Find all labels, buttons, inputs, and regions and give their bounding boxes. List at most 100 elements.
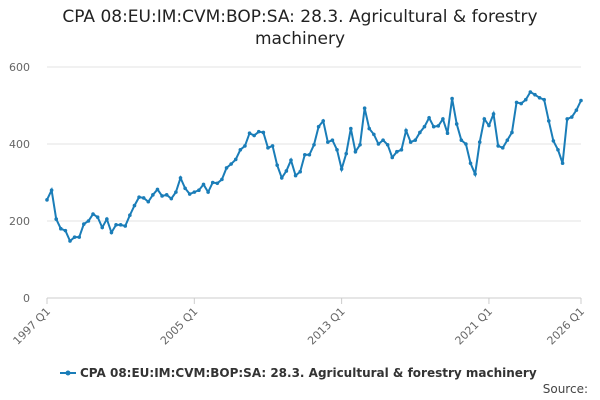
point: [362, 106, 367, 110]
point: [344, 151, 349, 156]
point: [418, 130, 422, 135]
x-tick-label: 2005 Q1: [158, 305, 201, 348]
point: [233, 157, 238, 162]
point: [367, 126, 372, 131]
point: [514, 100, 519, 105]
point: [155, 187, 160, 192]
point: [95, 215, 100, 219]
point: [270, 144, 275, 148]
y-tick-label: 0: [23, 292, 30, 305]
point: [72, 235, 77, 239]
x-tick-label: 2013 Q1: [305, 305, 348, 348]
point: [215, 181, 220, 186]
point: [256, 129, 261, 134]
point: [114, 223, 118, 227]
point: [436, 124, 441, 128]
point: [86, 219, 91, 223]
point: [275, 163, 279, 167]
point: [302, 152, 307, 157]
point: [220, 177, 224, 182]
point: [63, 228, 68, 233]
point: [404, 128, 408, 133]
point: [128, 213, 132, 218]
point: [206, 190, 210, 194]
point: [77, 235, 82, 239]
point: [477, 140, 482, 144]
point: [579, 98, 583, 103]
point: [293, 173, 298, 178]
point: [326, 140, 330, 144]
point: [252, 133, 256, 138]
point: [109, 230, 114, 235]
point: [565, 117, 569, 121]
point: [243, 144, 247, 148]
point: [91, 212, 95, 216]
point: [82, 222, 86, 226]
y-tick-label: 200: [9, 215, 30, 228]
point: [523, 97, 528, 102]
point: [197, 188, 201, 192]
point: [487, 123, 491, 128]
legend: CPA 08:EU:IM:CVM:BOP:SA: 28.3. Agricultu…: [60, 366, 537, 380]
x-tick-label: 1997 Q1: [11, 305, 54, 348]
point: [261, 130, 266, 135]
point: [279, 176, 284, 180]
y-tick-label: 600: [9, 61, 30, 74]
point: [533, 92, 537, 97]
point: [408, 140, 413, 144]
point: [247, 131, 252, 136]
point: [49, 188, 54, 192]
point: [376, 142, 381, 146]
point: [574, 108, 579, 112]
point: [151, 193, 155, 197]
point: [210, 180, 215, 185]
point: [339, 167, 344, 171]
point: [174, 190, 178, 194]
x-tick-label: 2021 Q1: [453, 305, 496, 348]
point: [229, 162, 233, 166]
point: [546, 119, 551, 123]
point: [427, 116, 431, 120]
point: [353, 149, 358, 154]
point: [335, 147, 339, 152]
point: [132, 203, 137, 208]
point: [118, 223, 123, 227]
point: [141, 196, 146, 200]
point: [422, 124, 427, 129]
point: [284, 169, 289, 173]
point: [238, 147, 243, 152]
point: [560, 161, 565, 166]
point: [528, 90, 533, 94]
point: [542, 97, 546, 102]
point: [298, 169, 302, 174]
point: [224, 166, 229, 170]
point: [266, 146, 270, 150]
point: [519, 101, 523, 106]
point: [431, 124, 436, 129]
point: [54, 217, 59, 221]
legend-marker: [65, 370, 71, 376]
point: [100, 225, 105, 230]
point: [321, 119, 326, 123]
source: Source:: [543, 382, 588, 396]
point: [358, 142, 362, 147]
point: [146, 199, 151, 204]
point: [537, 96, 542, 100]
point: [441, 117, 445, 121]
point: [482, 117, 487, 121]
chart-title: CPA 08:EU:IM:CVM:BOP:SA: 28.3. Agricultu…: [62, 7, 538, 49]
point: [445, 131, 450, 136]
point: [183, 186, 187, 191]
point: [201, 182, 206, 187]
point: [289, 158, 293, 162]
point: [505, 138, 510, 142]
point: [468, 161, 473, 166]
point: [187, 192, 192, 196]
y-tick-label: 400: [9, 138, 30, 151]
point: [137, 195, 141, 199]
point: [454, 122, 459, 126]
point: [491, 112, 496, 116]
point: [473, 172, 477, 176]
x-tick-label: 2026 Q1: [545, 305, 588, 348]
point: [556, 147, 560, 152]
